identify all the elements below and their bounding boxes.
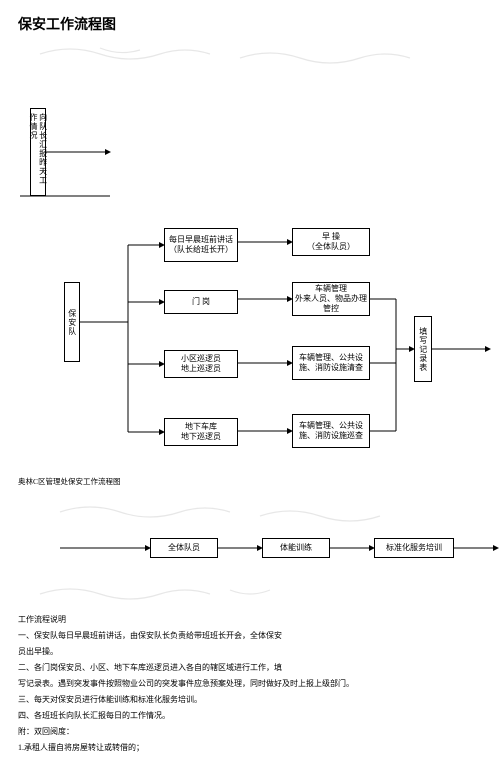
notes-heading: 工作流程说明 bbox=[18, 612, 486, 628]
decorative-smudge bbox=[0, 40, 504, 68]
explanation-section: 工作流程说明 一、保安队每日早晨班前讲话，由保安队长负责给带班班长开会，全体保安… bbox=[0, 606, 504, 776]
box-morning-ex: 早 操 （全体队员） bbox=[292, 228, 370, 256]
flow-diagram: 向队长汇报昨天工作情况 保安队 每日早晨班前讲话（队长给班长开） 门 岗 小区巡… bbox=[0, 68, 504, 498]
box-garage: 地下车库 地下巡逻员 bbox=[164, 418, 238, 446]
notes-line: 写记录表。遇到突发事件按照物业公司的突发事件应急预案处理，同时做好及时上报上级部… bbox=[18, 676, 486, 692]
notes-line: 三、每天对保安员进行体能训练和标准化服务培训。 bbox=[18, 692, 486, 708]
box-team: 保安队 bbox=[64, 282, 80, 362]
box-morning-talk: 每日早晨班前讲话（队长给班长开） bbox=[164, 228, 238, 262]
notes-line: 1.承租人擅自将房屋转让或转借的； bbox=[18, 740, 486, 756]
box-garage-duty: 车辆管理、公共设施、消防设施巡查 bbox=[292, 414, 370, 448]
box-gate: 门 岗 bbox=[164, 290, 238, 314]
box-gate-duty: 车辆管理 外来人员、物品办理管控 bbox=[292, 282, 370, 316]
flow-row-training: 全体队员 体能训练 标准化服务培训 bbox=[0, 526, 504, 578]
notes-line: 二、各门岗保安员、小区、地下车库巡逻员进入各自的辖区域进行工作，填 bbox=[18, 660, 486, 676]
box-patrol-duty: 车辆管理、公共设施、消防设施清查 bbox=[292, 346, 370, 380]
notes-line: 一、保安队每日早晨班前讲话，由保安队长负责给带班班长开会，全体保安 bbox=[18, 628, 486, 644]
notes-line: 员出早操。 bbox=[18, 644, 486, 660]
diagram-caption: 奥林C区管理处保安工作流程图 bbox=[18, 476, 121, 487]
box-standard-training: 标准化服务培训 bbox=[374, 538, 454, 558]
page-title: 保安工作流程图 bbox=[0, 0, 504, 40]
box-report: 向队长汇报昨天工作情况 bbox=[30, 108, 46, 196]
notes-line: 附：双回阅度： bbox=[18, 724, 486, 740]
box-record: 填写记录表 bbox=[414, 316, 432, 382]
notes-line: 四、各班班长向队长汇报每日的工作情况。 bbox=[18, 708, 486, 724]
box-all-members: 全体队员 bbox=[150, 538, 218, 558]
box-patrol: 小区巡逻员 地上巡逻员 bbox=[164, 350, 238, 378]
decorative-smudge bbox=[0, 578, 504, 606]
box-physical-training: 体能训练 bbox=[262, 538, 330, 558]
decorative-smudge bbox=[0, 498, 504, 526]
